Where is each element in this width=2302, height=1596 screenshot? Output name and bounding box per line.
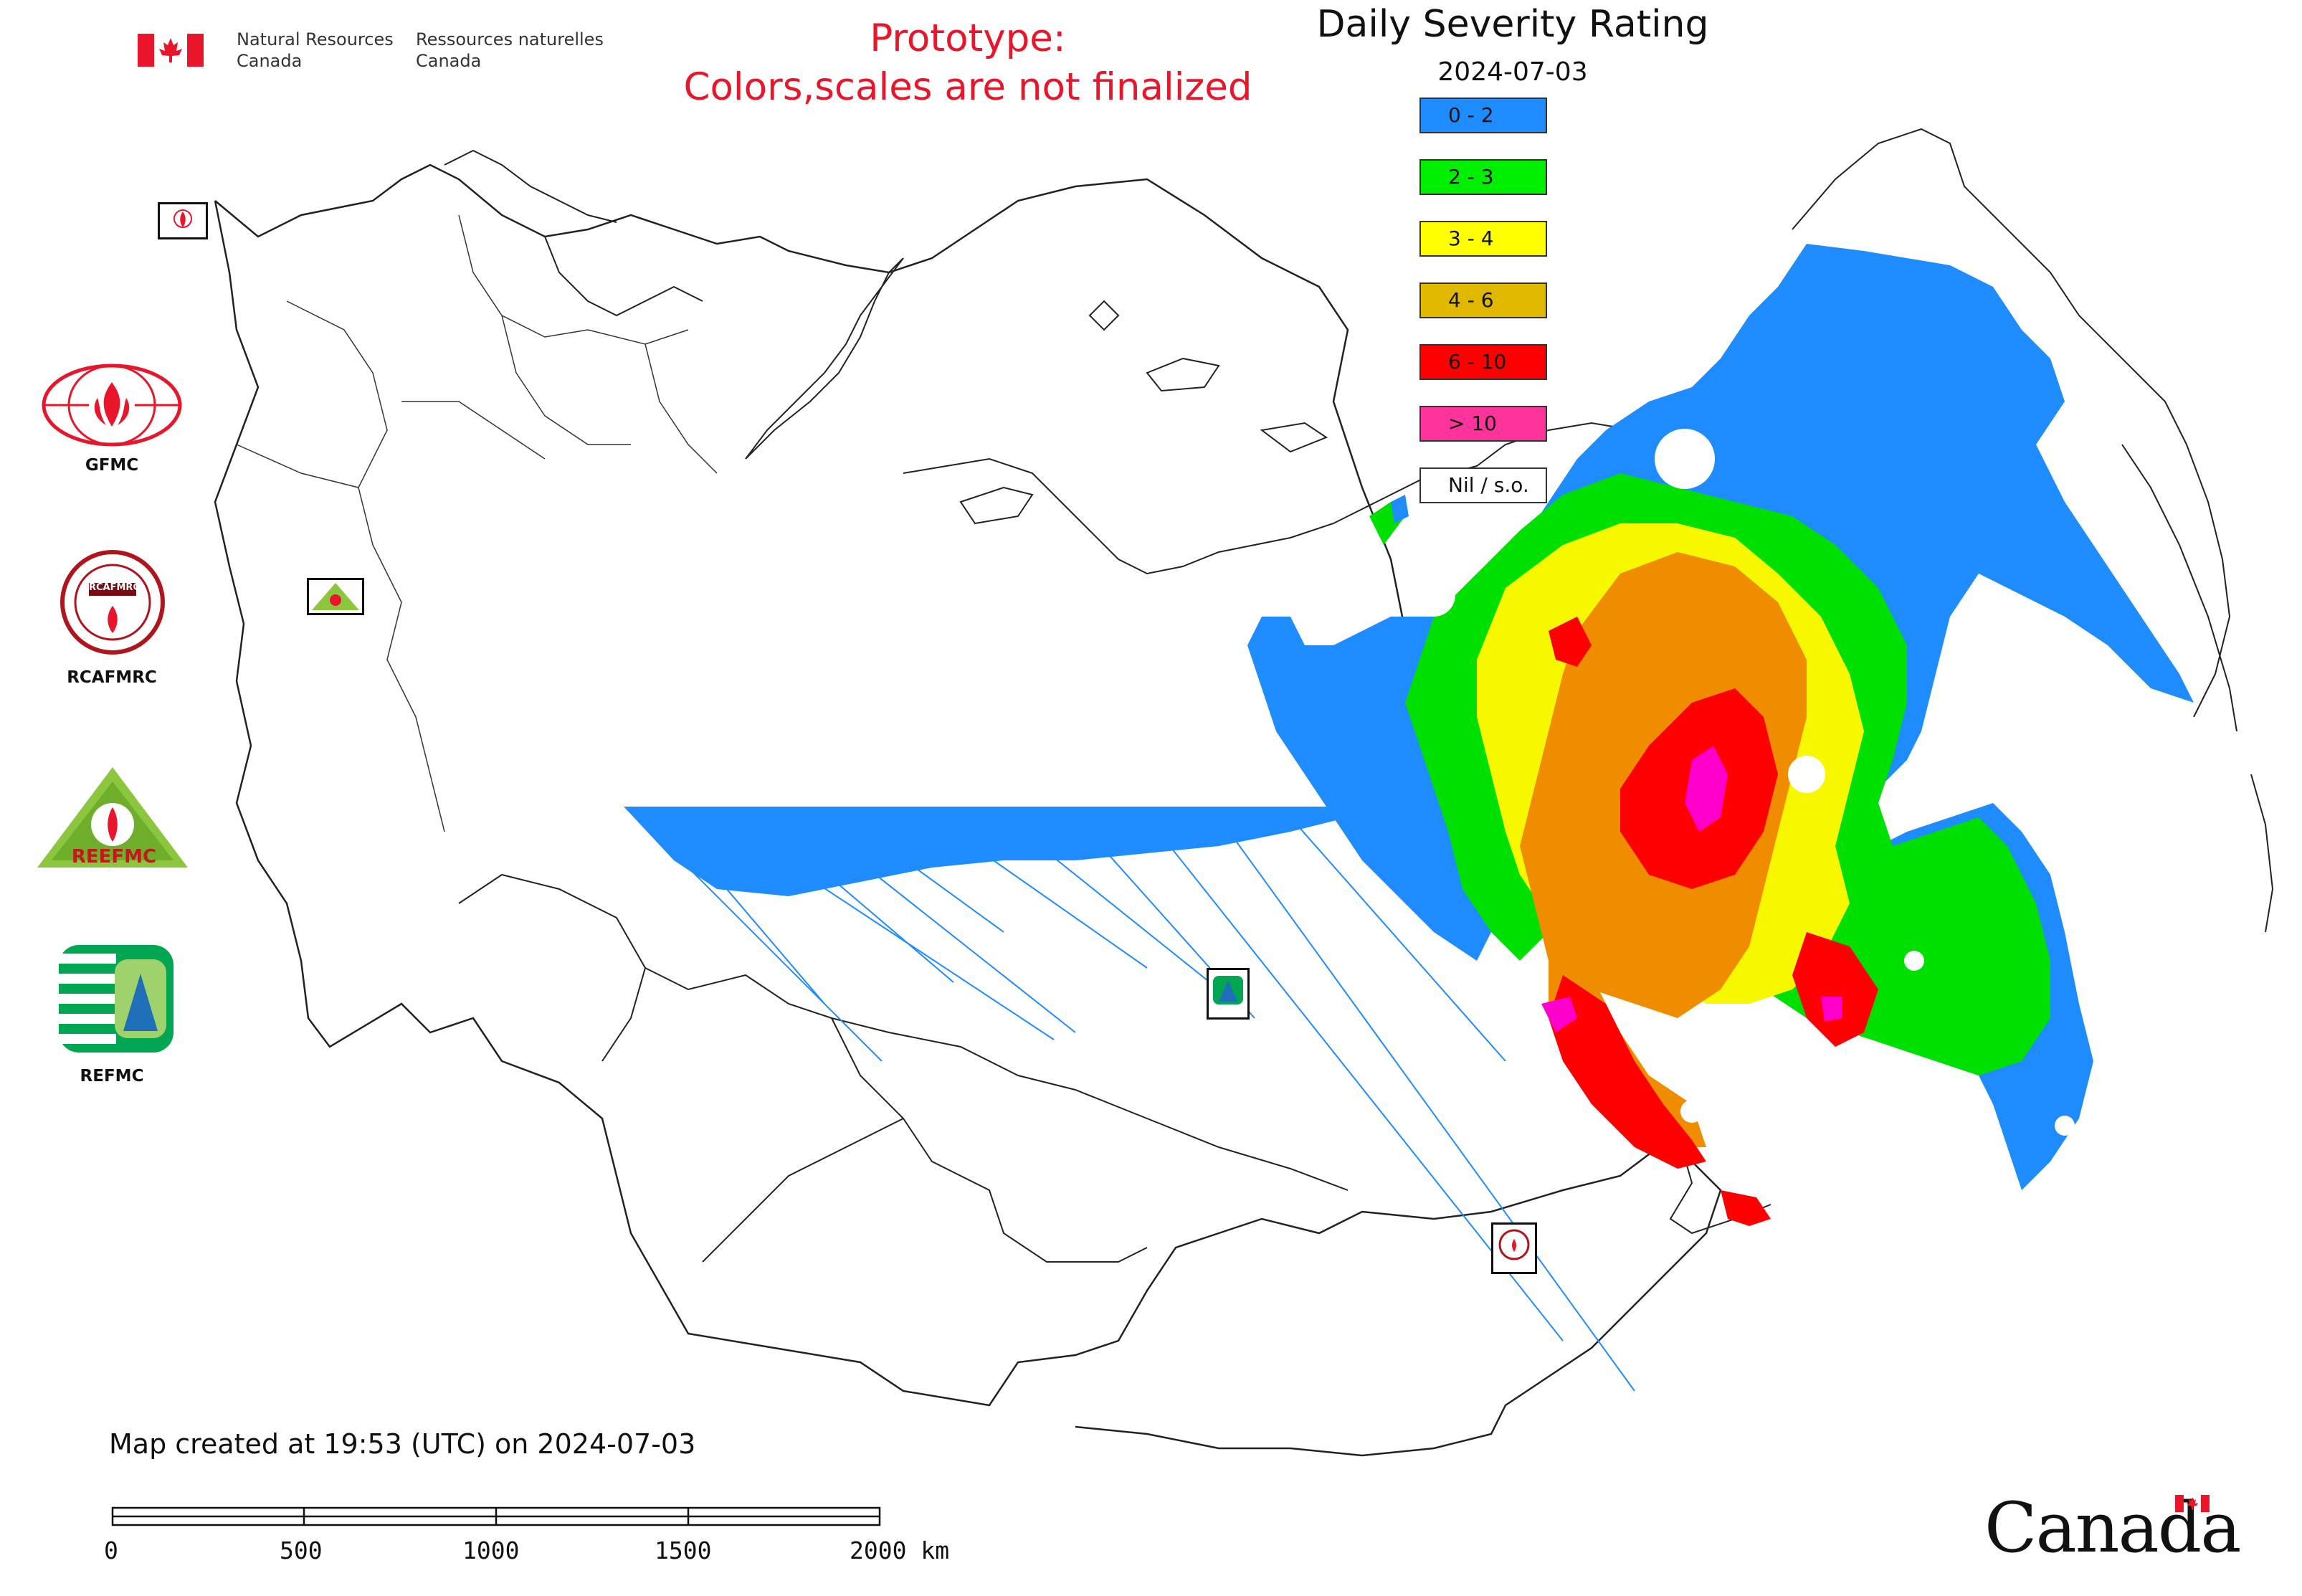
kamchatka-coast [2121,444,2274,933]
island-area-2 [1391,495,1409,523]
reefmc-marker-icon [307,578,364,615]
legend-item: > 10 [1419,406,1547,442]
gfmc-label: GFMC [85,456,139,475]
refmc-marker-icon [1207,968,1250,1020]
severity-area-over-10 [1541,746,1842,1032]
scale-label: 2000 km [850,1536,950,1564]
legend-item: Nil / s.o. [1419,467,1547,503]
central-asia-borders [458,873,1349,1263]
severity-streaks-low [624,807,1348,896]
streak-lines [630,809,1635,1392]
gfmc-marker-icon [158,202,208,239]
legend-item: 0 - 2 [1419,98,1547,133]
scale-label: 500 [280,1536,323,1564]
reefmc-logo [37,767,188,868]
rcafmrc-logo-text: RCAFMRC [89,582,140,593]
prototype-notice: Prototype: Colors,scales are not finaliz… [683,16,1252,109]
wordmark-flag-icon [2175,1495,2210,1512]
canada-flag-icon [138,34,204,67]
reefmc-logo-text: REEFMC [71,846,157,868]
scale-label: 1500 [655,1536,712,1564]
nil-areas [1412,429,2075,1136]
regional-borders [236,214,718,832]
gfmc-logo [40,362,184,448]
legend-item: 4 - 6 [1419,282,1547,318]
refmc-logo [59,945,173,1053]
arctic-islands [745,257,1328,525]
legend-item: 3 - 4 [1419,221,1547,257]
severity-area-6-10 [1549,617,1878,1226]
department-name-en: Natural Resources Canada [237,29,394,71]
scale-bar [111,1506,881,1526]
map-date: 2024-07-03 [1437,57,1588,87]
legend-item: 2 - 3 [1419,159,1547,195]
map-creation-note: Map created at 19:53 (UTC) on 2024-07-03 [109,1428,696,1460]
department-name-fr: Ressources naturelles Canada [416,29,604,71]
rcafmrc-label: RCAFMRC [67,668,157,687]
refmc-label: REFMC [80,1067,144,1086]
rcafmrc-marker-icon [1491,1222,1537,1274]
scale-label: 1000 [462,1536,520,1564]
northwest-coast [444,149,703,317]
northeast-coast [1792,128,2231,718]
legend-item: 6 - 10 [1419,344,1547,380]
scale-label: 0 [104,1536,118,1564]
rcafmrc-logo [59,548,166,656]
canada-wordmark: Canada [1984,1488,2241,1568]
map-title: Daily Severity Rating [1316,3,1709,46]
